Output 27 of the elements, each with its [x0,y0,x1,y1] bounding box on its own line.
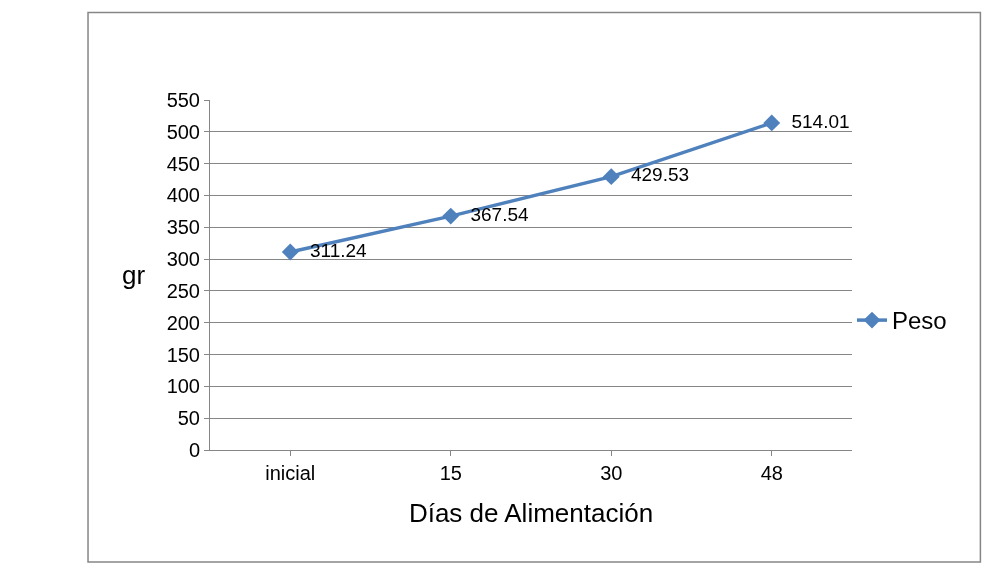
y-tick-label: 0 [188,439,200,461]
y-tick-label: 250 [166,279,200,302]
y-axis-title: gr [122,260,146,290]
y-tick-label: 150 [166,343,200,366]
data-label: 514.01 [780,110,850,132]
point [281,243,299,261]
point [442,207,460,225]
data-label: 429.53 [620,164,690,186]
y-tick-label: 300 [166,248,200,271]
data-label: 367.54 [459,203,529,225]
x-tick-label: 15 [439,462,462,484]
y-tick-label: 550 [166,89,200,111]
y-tick-label: 100 [166,375,200,398]
data-label: 311.24 [299,239,368,261]
x-tick-label: 30 [600,462,623,484]
legend-label: Peso [892,307,947,335]
y-tick-label: 400 [166,184,200,207]
y-tick-label: 450 [166,152,200,175]
y-tick-label: 500 [166,120,200,143]
y-tick-label: 50 [177,407,200,430]
x-axis-title: Días de Alimentación [408,497,654,528]
point [602,168,620,186]
point [763,114,781,132]
x-tick-label: inicial [265,462,316,484]
y-tick-label: 200 [166,311,200,334]
x-tick-label: 48 [760,462,783,484]
y-tick-label: 350 [166,216,200,239]
